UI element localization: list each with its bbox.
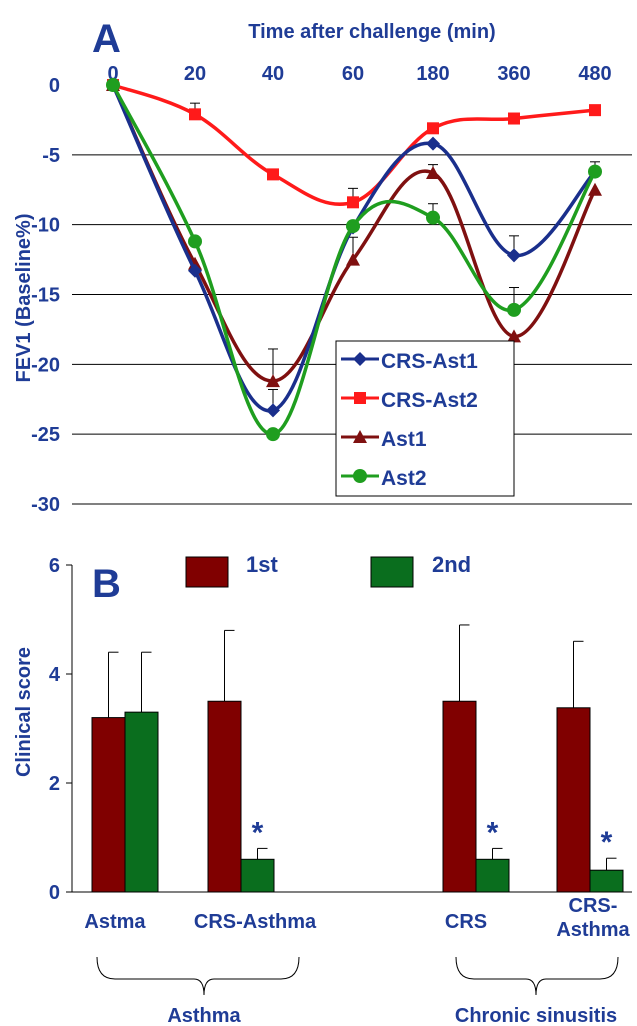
panel-a-legend: CRS-Ast1 CRS-Ast2 Ast1 Ast2: [335, 340, 515, 497]
y-tick-label: 0: [49, 882, 60, 904]
data-point: [189, 108, 201, 121]
x-tick-label: 20: [184, 63, 206, 85]
panel-b-axes: [66, 564, 632, 893]
y-tick-label: -30: [31, 494, 60, 516]
significance-marker: *: [252, 816, 264, 849]
data-point: [507, 248, 521, 263]
panel-a-letter: A: [92, 17, 121, 61]
panel-b-category-labels: Astma CRS-Asthma CRS CRS-Asthma: [84, 895, 630, 941]
y-tick-label: 2: [49, 773, 60, 795]
significance-marker: *: [601, 826, 613, 859]
data-point: [427, 122, 439, 135]
legend-marker: [354, 392, 366, 404]
bar-2nd: [475, 858, 510, 893]
legend-marker: [353, 430, 367, 443]
data-point: [266, 374, 280, 388]
panel-b-y-ticks: 0 2 4 6: [49, 555, 61, 904]
bar-2nd: [124, 711, 159, 893]
legend-label: 1st: [246, 552, 278, 577]
panel-b: B Clinical score 1st 2nd 0 2 4 6 * * * Astma CR…: [13, 552, 632, 1026]
panel-b-legend: 1st 2nd: [185, 552, 471, 588]
bar-1st: [556, 707, 591, 893]
panel-b-letter: B: [92, 562, 121, 606]
y-tick-label: 6: [49, 555, 60, 577]
category-label: CRS: [445, 911, 487, 933]
y-tick-label: 4: [49, 664, 61, 686]
group-brace: [96, 956, 300, 996]
panel-a-series: [106, 78, 602, 442]
bar-1st: [91, 717, 126, 893]
data-point: [588, 182, 602, 196]
data-point: [106, 78, 120, 92]
data-point: [588, 164, 602, 179]
x-tick-label: 480: [578, 63, 611, 85]
group-label: Asthma: [167, 1005, 241, 1026]
panel-b-bars: * * *: [91, 624, 624, 893]
legend-label: 2nd: [432, 552, 471, 577]
y-tick-label: -20: [31, 354, 60, 376]
x-tick-label: 0: [107, 63, 118, 85]
legend-marker: [353, 469, 367, 483]
y-tick-label: -15: [31, 285, 60, 307]
category-label: Astma: [84, 911, 146, 933]
legend-box: [335, 340, 515, 497]
legend-label: Ast2: [381, 467, 427, 490]
series-crs-ast2: [107, 79, 601, 209]
y-tick-label: 0: [49, 75, 60, 97]
panel-a-x-ticks: 0 20 40 60 180 360 480: [107, 63, 611, 85]
data-point: [266, 403, 280, 418]
series-ast2: [106, 78, 602, 442]
significance-marker: *: [487, 816, 499, 849]
data-point: [346, 252, 360, 266]
category-label: CRS-Asthma: [194, 911, 317, 933]
bar-2nd: [589, 869, 624, 893]
x-tick-label: 180: [416, 63, 449, 85]
legend-label: Ast1: [381, 428, 427, 451]
data-point: [347, 196, 359, 209]
data-point: [507, 329, 521, 343]
panel-a-ylabel: FEV1 (Baseline%): [13, 214, 35, 383]
x-tick-label: 360: [497, 63, 530, 85]
panel-b-ylabel: Clinical score: [13, 647, 35, 777]
x-tick-label: 40: [262, 63, 284, 85]
data-point: [426, 165, 440, 179]
data-point: [346, 219, 360, 234]
legend-swatch: [185, 556, 229, 588]
data-point: [426, 136, 440, 151]
data-point: [426, 210, 440, 225]
data-point: [188, 234, 202, 249]
group-label: Chronic sinusitis: [455, 1005, 617, 1026]
legend-swatch: [370, 556, 414, 588]
legend-marker: [353, 352, 367, 366]
category-label: CRS-: [569, 895, 618, 917]
panel-a: A Time after challenge (min) FEV1 (Basel…: [13, 17, 632, 516]
y-tick-label: -25: [31, 424, 60, 446]
bar-1st: [207, 700, 242, 893]
data-point: [508, 112, 520, 125]
legend-items: CRS-Ast1 CRS-Ast2 Ast1 Ast2: [341, 350, 478, 490]
series-line: [112, 83, 596, 206]
data-point: [267, 168, 279, 181]
bar-1st: [442, 700, 477, 893]
data-point: [188, 263, 202, 278]
y-tick-label: -10: [31, 215, 60, 237]
x-tick-label: 60: [342, 63, 364, 85]
category-label: Asthma: [556, 919, 630, 941]
panel-a-xlabel: Time after challenge (min): [248, 21, 495, 43]
panel-a-y-ticks: 0 -5 -10 -15 -20 -25 -30: [31, 75, 60, 516]
panel-b-group-labels: Asthma Chronic sinusitis: [96, 956, 619, 1026]
bar-2nd: [240, 858, 275, 893]
y-tick-label: -5: [42, 145, 60, 167]
legend-label: CRS-Ast2: [381, 389, 478, 412]
data-point: [266, 427, 280, 442]
legend-label: CRS-Ast1: [381, 350, 478, 373]
data-point: [507, 302, 521, 317]
group-brace: [455, 956, 619, 996]
data-point: [589, 104, 601, 117]
